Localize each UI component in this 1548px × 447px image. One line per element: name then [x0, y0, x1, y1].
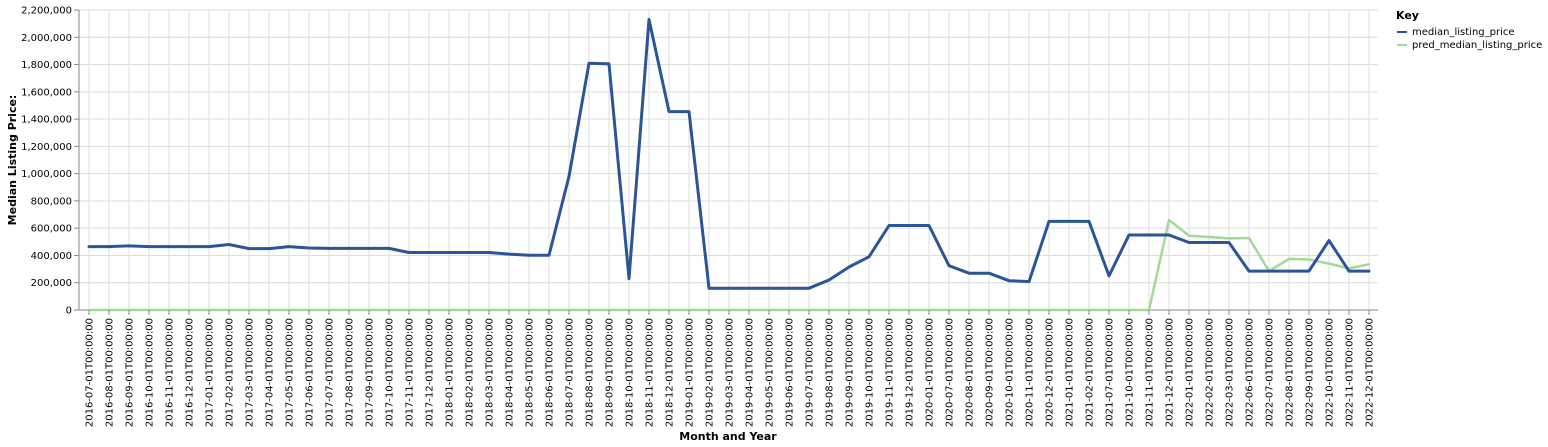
x-tick-label: 2017-01-01T00:00:00 — [205, 318, 216, 427]
x-tick-label: 2016-12-01T00:00:00 — [185, 318, 196, 427]
y-tick-label: 1,600,000 — [21, 87, 72, 98]
x-tick-label: 2022-12-01T00:00:00 — [1365, 318, 1376, 427]
series-line-median-listing-price — [87, 18, 1371, 290]
y-tick-label: 1,000,000 — [21, 169, 72, 180]
x-tick-label: 2022-07-01T00:00:00 — [1265, 318, 1276, 427]
x-tick-label: 2020-11-01T00:00:00 — [1025, 318, 1036, 427]
y-tick-label: 400,000 — [31, 251, 72, 262]
x-tick-label: 2018-08-01T00:00:00 — [585, 318, 596, 427]
legend: Key median_listing_price pred_median_lis… — [1396, 9, 1542, 51]
x-tick-label: 2019-08-01T00:00:00 — [825, 318, 836, 427]
x-tick-label: 2021-01-01T00:00:00 — [1065, 318, 1076, 427]
x-tick-label: 2019-11-01T00:00:00 — [885, 318, 896, 427]
x-tick-label: 2016-11-01T00:00:00 — [165, 318, 176, 427]
y-tick-label: 1,800,000 — [21, 60, 72, 71]
y-tick-label: 1,200,000 — [21, 142, 72, 153]
x-tick-label: 2018-10-01T00:00:00 — [625, 318, 636, 427]
x-tick-label: 2018-05-01T00:00:00 — [525, 318, 536, 427]
x-tick-label: 2019-04-01T00:00:00 — [745, 318, 756, 427]
x-tick-label: 2019-03-01T00:00:00 — [725, 318, 736, 427]
x-tick-label: 2017-11-01T00:00:00 — [405, 318, 416, 427]
x-tick-label: 2020-08-01T00:00:00 — [965, 318, 976, 427]
x-tick-label: 2017-07-01T00:00:00 — [325, 318, 336, 427]
x-tick-label: 2016-09-01T00:00:00 — [125, 318, 136, 427]
x-tick-label: 2016-07-01T00:00:00 — [85, 318, 96, 427]
x-axis-title: Month and Year — [679, 430, 777, 443]
x-tick-label: 2019-09-01T00:00:00 — [845, 318, 856, 427]
y-tick-label: 200,000 — [31, 278, 72, 289]
x-tick-label: 2019-10-01T00:00:00 — [865, 318, 876, 427]
y-tick-label: 600,000 — [31, 224, 72, 235]
x-tick-label: 2022-03-01T00:00:00 — [1225, 318, 1236, 427]
x-tick-label: 2019-06-01T00:00:00 — [785, 318, 796, 427]
x-tick-label: 2017-10-01T00:00:00 — [385, 318, 396, 427]
y-tick-label: 1,400,000 — [21, 115, 72, 126]
x-tick-label: 2018-09-01T00:00:00 — [605, 318, 616, 427]
x-tick-label: 2016-10-01T00:00:00 — [145, 318, 156, 427]
x-tick-label: 2017-08-01T00:00:00 — [345, 318, 356, 427]
legend-label-median-listing-price: median_listing_price — [1412, 27, 1515, 38]
x-tick-label: 2022-11-01T00:00:00 — [1345, 318, 1356, 427]
x-tick-label: 2016-08-01T00:00:00 — [105, 318, 116, 427]
y-tick-label: 2,200,000 — [21, 6, 72, 17]
y-axis-title: Median Listing Price: — [6, 95, 19, 226]
x-tick-label: 2018-03-01T00:00:00 — [485, 318, 496, 427]
x-tick-label: 2018-01-01T00:00:00 — [445, 318, 456, 427]
x-tick-label: 2022-09-01T00:00:00 — [1305, 318, 1316, 427]
x-tick-label: 2020-07-01T00:00:00 — [945, 318, 956, 427]
x-tick-label: 2018-02-01T00:00:00 — [465, 318, 476, 427]
x-tick-label: 2021-12-01T00:00:00 — [1165, 318, 1176, 427]
x-tick-label: 2021-07-01T00:00:00 — [1105, 318, 1116, 427]
x-tick-label: 2017-05-01T00:00:00 — [285, 318, 296, 427]
legend-title: Key — [1396, 9, 1419, 22]
x-tick-label: 2018-12-01T00:00:00 — [665, 318, 676, 427]
x-tick-label: 2022-10-01T00:00:00 — [1325, 318, 1336, 427]
x-tick-label: 2022-02-01T00:00:00 — [1205, 318, 1216, 427]
x-tick-label: 2020-01-01T00:00:00 — [925, 318, 936, 427]
x-tick-label: 2022-08-01T00:00:00 — [1285, 318, 1296, 427]
x-tick-label: 2017-12-01T00:00:00 — [425, 318, 436, 427]
x-tick-label: 2017-03-01T00:00:00 — [245, 318, 256, 427]
x-axis-ticks: 2016-07-01T00:00:00 2016-08-01T00:00:00 20… — [85, 310, 1376, 427]
x-tick-label: 2017-06-01T00:00:00 — [305, 318, 316, 427]
x-tick-label: 2017-09-01T00:00:00 — [365, 318, 376, 427]
x-tick-label: 2017-02-01T00:00:00 — [225, 318, 236, 427]
x-tick-label: 2020-12-01T00:00:00 — [1045, 318, 1056, 427]
x-tick-label: 2018-07-01T00:00:00 — [565, 318, 576, 427]
gridlines — [79, 9, 1378, 311]
y-axis-ticks: 0 200,000 400,000 600,000 800,000 1,000,000 1,… — [21, 6, 79, 317]
x-tick-label: 2020-10-01T00:00:00 — [1005, 318, 1016, 427]
x-tick-label: 2021-11-01T00:00:00 — [1145, 318, 1156, 427]
y-tick-label: 800,000 — [31, 196, 72, 207]
x-tick-label: 2019-07-01T00:00:00 — [805, 318, 816, 427]
x-tick-label: 2020-09-01T00:00:00 — [985, 318, 996, 427]
x-tick-label: 2022-01-01T00:00:00 — [1185, 318, 1196, 427]
x-tick-label: 2019-01-01T00:00:00 — [685, 318, 696, 427]
x-tick-label: 2021-02-01T00:00:00 — [1085, 318, 1096, 427]
x-tick-label: 2018-11-01T00:00:00 — [645, 318, 656, 427]
x-tick-label: 2022-06-01T00:00:00 — [1245, 318, 1256, 427]
y-tick-label: 2,000,000 — [21, 33, 72, 44]
x-tick-label: 2017-04-01T00:00:00 — [265, 318, 276, 427]
x-tick-label: 2019-02-01T00:00:00 — [705, 318, 716, 427]
x-tick-label: 2019-12-01T00:00:00 — [905, 318, 916, 427]
x-tick-label: 2019-05-01T00:00:00 — [765, 318, 776, 427]
x-tick-label: 2021-10-01T00:00:00 — [1125, 318, 1136, 427]
y-tick-label: 0 — [66, 306, 72, 317]
x-tick-label: 2018-04-01T00:00:00 — [505, 318, 516, 427]
legend-label-pred-median-listing-price: pred_median_listing_price — [1412, 40, 1542, 51]
x-tick-label: 2018-06-01T00:00:00 — [545, 318, 556, 427]
